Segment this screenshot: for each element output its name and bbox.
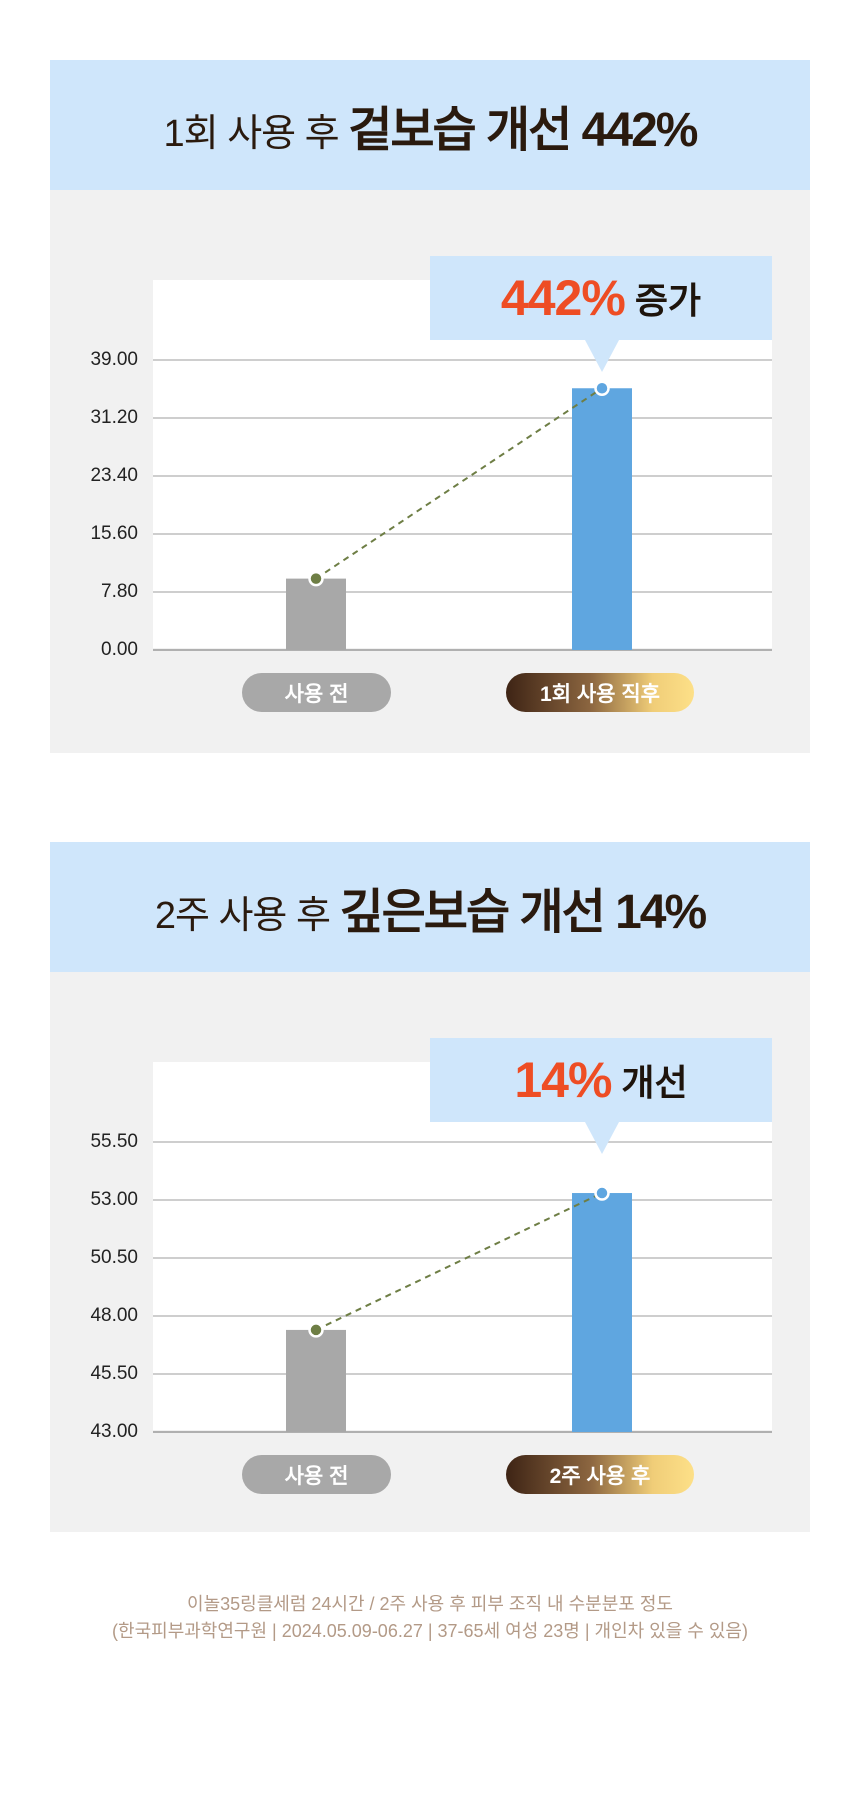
trend-line [315,387,603,580]
panel-1-title-emphasis: 겉보습 개선 442% [348,104,698,157]
bar-after [572,1193,632,1432]
category-label-after: 1회 사용 직후 [506,673,694,712]
y-tick-label: 23.40 [90,465,138,486]
y-tick-label: 55.50 [90,1131,138,1152]
category-label-after: 2주 사용 후 [506,1455,694,1494]
panel-1-title: 1회 사용 후 겉보습 개선 442% [163,90,699,160]
category-label-before: 사용 전 [242,1455,391,1494]
point-marker-before [308,570,324,587]
y-tick-label: 31.20 [90,407,138,428]
panel-2-title: 2주 사용 후 깊은보습 개선 14% [154,872,707,942]
callout-value: 14% [514,1052,612,1108]
panel-1-header: 1회 사용 후 겉보습 개선 442% [50,60,810,190]
chart-panel-1: 1회 사용 후 겉보습 개선 442% 39.00 31.20 23.40 15… [50,60,810,753]
y-tick-label: 48.00 [90,1305,138,1326]
panel-2-chart [153,1141,772,1433]
y-tick-label: 15.60 [90,523,138,544]
footnote-line-2: (한국피부과학연구원 | 2024.05.09-06.27 | 37-65세 여… [112,1621,748,1641]
panel-2-callout-tip [585,1122,619,1154]
panel-2-plot-area [153,1062,772,1430]
panel-1-callout: 442% 증가 [430,256,772,340]
panel-2-title-emphasis: 깊은보습 개선 14% [339,886,707,939]
chart-panel-2: 2주 사용 후 깊은보습 개선 14% 55.50 53.00 50.50 48… [50,842,810,1532]
footnote-line-1: 이놀35링클세럼 24시간 / 2주 사용 후 피부 조직 내 수분분포 정도 [187,1594,673,1614]
y-tick-label: 45.50 [90,1363,138,1384]
panel-2-header: 2주 사용 후 깊은보습 개선 14% [50,842,810,972]
category-label-before: 사용 전 [242,673,391,712]
panel-1-title-prefix: 1회 사용 후 [163,113,340,155]
callout-value: 442% [500,270,626,326]
panel-2-title-prefix: 2주 사용 후 [154,895,331,937]
panel-1-chart [153,359,772,651]
point-marker-before [308,1322,324,1338]
bar-before [286,578,346,650]
y-tick-label: 43.00 [90,1421,138,1442]
panel-1-plot-area [153,280,772,648]
y-tick-label: 53.00 [90,1189,138,1210]
callout-word: 개선 [621,1062,688,1103]
point-marker-after [594,380,610,397]
y-tick-label: 7.80 [101,581,138,602]
panel-2-callout: 14% 개선 [430,1038,772,1122]
bar-after [572,388,632,650]
point-marker-after [594,1185,610,1201]
callout-word: 증가 [634,280,702,321]
bar-before [286,1329,346,1432]
panel-1-callout-tip [585,340,619,372]
trend-line [315,1192,603,1331]
y-tick-label: 0.00 [101,639,138,660]
y-tick-label: 50.50 [90,1247,138,1268]
y-tick-label: 39.00 [90,349,138,370]
